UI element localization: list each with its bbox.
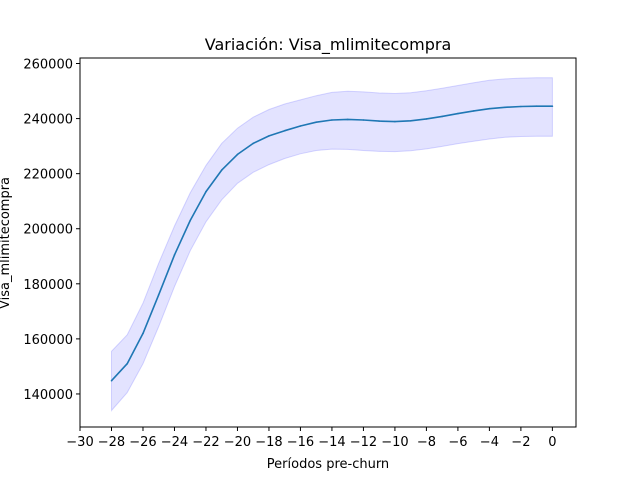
data-point <box>315 121 318 123</box>
data-point <box>283 129 286 132</box>
y-tick-label: 220000 <box>23 168 73 183</box>
data-point <box>504 106 506 109</box>
data-point <box>535 105 538 107</box>
x-tick-label: −10 <box>381 435 408 450</box>
data-point <box>220 169 223 171</box>
data-point <box>362 119 365 121</box>
x-tick-label: −16 <box>287 435 314 450</box>
data-point <box>173 254 176 256</box>
x-tick-label: −14 <box>318 435 345 450</box>
data-point <box>409 120 412 122</box>
data-point <box>205 190 207 193</box>
axes-frame <box>79 57 577 428</box>
y-tick-label: 260000 <box>23 58 73 73</box>
x-tick-label: −2 <box>511 435 530 450</box>
x-tick-label: −30 <box>66 435 93 450</box>
data-point <box>551 105 554 107</box>
x-tick-label: −4 <box>480 435 499 450</box>
data-point <box>425 118 428 120</box>
x-axis-title: Períodos pre-churn <box>267 457 389 472</box>
plot-area <box>110 77 554 412</box>
x-tick-label: −8 <box>417 435 436 450</box>
data-point <box>268 135 270 137</box>
chart-title: Variación: Visa_mlimitecompra <box>205 35 452 55</box>
y-axis-title: Visa_mlimitecompra <box>0 177 13 309</box>
data-point <box>394 120 396 123</box>
y-tick-label: 140000 <box>23 388 73 403</box>
x-tick-label: −6 <box>448 435 467 450</box>
data-point <box>252 142 254 145</box>
x-tick-label: −22 <box>192 435 219 450</box>
data-point <box>189 219 191 222</box>
data-point <box>331 119 333 121</box>
y-tick-label: 200000 <box>23 223 73 238</box>
data-point <box>378 120 381 122</box>
data-point <box>126 362 128 365</box>
y-tick-label: 160000 <box>23 333 73 348</box>
confidence-band-0 <box>111 77 553 412</box>
data-point <box>472 110 475 112</box>
y-tick-label: 180000 <box>23 278 73 293</box>
data-point <box>236 153 239 156</box>
x-tick-label: −18 <box>255 435 282 450</box>
data-point <box>457 112 459 115</box>
data-point <box>346 118 349 121</box>
y-tick-label: 240000 <box>23 113 73 128</box>
data-point <box>299 125 302 127</box>
axes: −30 −28 −26 −24 −22 −20 −18 −16 −14 −12 −10 −8 −6 −4−… <box>23 57 577 450</box>
x-tick-label: −24 <box>161 435 188 450</box>
x-tick-label: −20 <box>224 435 251 450</box>
data-point <box>142 332 144 335</box>
data-point <box>520 105 522 108</box>
x-tick-label: −26 <box>129 435 156 450</box>
x-tick-label: −12 <box>350 435 377 450</box>
data-point <box>110 379 113 382</box>
data-point <box>157 294 160 296</box>
x-tick-label: −28 <box>98 435 125 450</box>
data-point <box>488 107 491 110</box>
data-point <box>441 115 444 118</box>
x-tick-label: 0 <box>548 435 556 450</box>
